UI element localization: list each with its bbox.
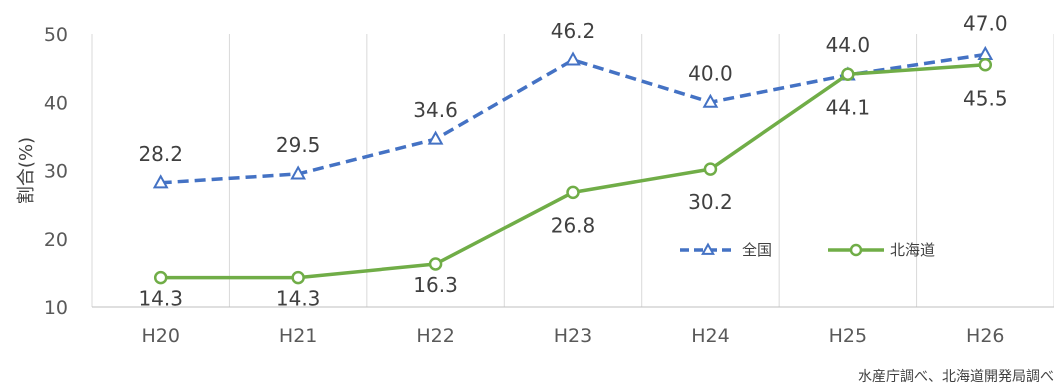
x-tick-label: H21 — [279, 325, 317, 347]
data-point-marker — [290, 165, 307, 180]
data-point-marker — [428, 257, 443, 271]
y-tick-label: 50 — [44, 24, 68, 46]
data-label: 16.3 — [413, 273, 458, 297]
data-point-marker — [565, 51, 581, 66]
data-point-marker — [702, 93, 719, 108]
data-label: 26.8 — [551, 213, 596, 237]
gridlines — [91, 34, 1054, 308]
data-label: 45.5 — [963, 87, 1008, 111]
data-point-marker — [841, 67, 855, 82]
data-label: 44.0 — [826, 33, 871, 57]
data-label: 14.3 — [138, 287, 183, 311]
y-tick-label: 40 — [44, 92, 68, 114]
data-point-marker — [703, 162, 718, 176]
x-axis-ticks: H20 H21 H22 H23 H24 H25 H26 — [141, 325, 1004, 347]
y-tick-label: 30 — [44, 161, 68, 183]
series-layer — [152, 45, 994, 285]
x-tick-label: H22 — [416, 325, 454, 347]
x-tick-label: H23 — [554, 325, 592, 347]
data-labels: 28.2 29.5 34.6 46.2 40.0 44.0 47.0 14.3 14.3 16.3… — [138, 11, 1007, 310]
source-note: 水産庁調べ、北海道開発局調べ — [858, 369, 1054, 385]
data-label: 29.5 — [276, 133, 321, 157]
data-label: 40.0 — [688, 61, 733, 85]
y-axis-label: 割合(%) — [16, 137, 37, 204]
legend-marker — [701, 242, 715, 255]
data-label: 14.3 — [276, 287, 321, 311]
data-label: 30.2 — [688, 190, 733, 214]
x-tick-label: H25 — [829, 325, 867, 347]
y-axis-ticks: 10 20 30 40 50 — [44, 24, 68, 319]
y-tick-label: 10 — [44, 297, 68, 319]
y-tick-label: 20 — [44, 229, 68, 251]
legend: 全国 北海道 — [680, 241, 935, 259]
data-point-marker — [566, 185, 580, 200]
data-point-marker — [152, 174, 169, 189]
data-point-marker — [291, 270, 305, 285]
data-point-marker — [978, 57, 993, 72]
data-point-marker — [153, 270, 168, 285]
legend-marker — [849, 243, 863, 257]
data-label: 44.1 — [826, 95, 871, 119]
x-tick-label: H24 — [691, 325, 729, 347]
legend-label: 北海道 — [890, 241, 935, 259]
x-tick-label: H26 — [966, 325, 1004, 347]
data-label: 34.6 — [413, 98, 458, 122]
data-label: 47.0 — [963, 11, 1008, 35]
data-label: 46.2 — [551, 19, 596, 43]
data-label: 28.2 — [138, 142, 183, 166]
x-tick-label: H20 — [141, 325, 179, 347]
data-point-marker — [427, 130, 444, 145]
legend-label: 全国 — [742, 241, 772, 259]
